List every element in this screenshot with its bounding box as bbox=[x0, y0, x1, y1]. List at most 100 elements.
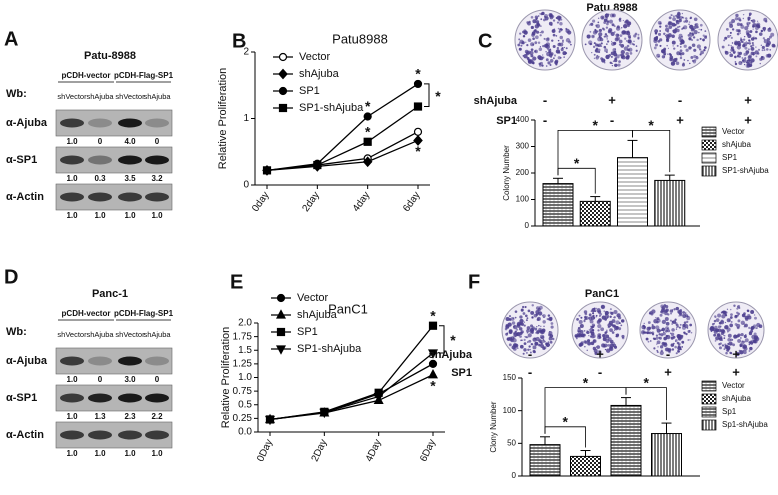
colony bbox=[683, 44, 687, 48]
legend-marker bbox=[276, 345, 286, 355]
colony bbox=[600, 304, 606, 310]
colony bbox=[506, 338, 508, 340]
colony bbox=[748, 59, 751, 62]
condition-label: SP1 bbox=[451, 367, 472, 379]
colony bbox=[550, 49, 552, 51]
blot-row-label: α-Ajuba bbox=[6, 117, 48, 129]
colony bbox=[755, 46, 757, 48]
colony bbox=[584, 43, 587, 46]
colony bbox=[655, 334, 659, 337]
blot-band bbox=[88, 393, 112, 403]
y-tick-label: 100 bbox=[503, 406, 517, 415]
legend-marker bbox=[278, 103, 288, 113]
colony bbox=[690, 38, 694, 42]
colony bbox=[664, 27, 670, 32]
significance: * bbox=[583, 374, 589, 390]
colony bbox=[658, 336, 662, 340]
condition-sign: + bbox=[744, 112, 752, 127]
colony bbox=[633, 43, 635, 46]
colony bbox=[734, 315, 738, 319]
colony bbox=[653, 347, 656, 350]
colony bbox=[510, 317, 515, 321]
colony bbox=[663, 342, 668, 346]
colony bbox=[598, 36, 601, 39]
colony bbox=[557, 42, 561, 47]
colony bbox=[659, 350, 664, 356]
y-tick-label: 1 bbox=[243, 113, 249, 124]
colony bbox=[734, 17, 739, 21]
significance: * bbox=[415, 143, 421, 159]
colony bbox=[736, 311, 739, 315]
colony bbox=[590, 326, 593, 329]
colony bbox=[753, 314, 756, 316]
bar bbox=[651, 433, 682, 477]
colony bbox=[506, 332, 509, 335]
colony bbox=[595, 346, 598, 348]
colony bbox=[748, 331, 751, 334]
blot-band bbox=[88, 118, 112, 128]
colony bbox=[597, 17, 600, 19]
colony bbox=[756, 52, 760, 55]
y-tick-label: 100 bbox=[516, 195, 530, 204]
colony bbox=[525, 51, 530, 56]
colony bbox=[542, 314, 544, 317]
colony bbox=[597, 50, 601, 54]
colony bbox=[620, 43, 625, 48]
blot-row-label: α-Actin bbox=[6, 429, 44, 441]
blot-band bbox=[88, 356, 112, 366]
colony bbox=[602, 28, 606, 31]
band-quant: 1.0 bbox=[151, 449, 163, 458]
colony bbox=[675, 352, 678, 355]
significance: * bbox=[644, 374, 650, 390]
colony bbox=[729, 338, 733, 342]
colony bbox=[760, 56, 765, 61]
colony bbox=[672, 58, 677, 63]
significance: * bbox=[365, 123, 371, 139]
blot-title: Panc-1 bbox=[92, 288, 128, 300]
colony bbox=[681, 36, 683, 38]
colony bbox=[689, 330, 691, 332]
colony bbox=[660, 304, 664, 308]
colony bbox=[605, 348, 611, 353]
blot-band bbox=[145, 393, 169, 403]
colony bbox=[603, 343, 608, 348]
colony bbox=[748, 39, 751, 42]
panel-letter: D bbox=[4, 266, 18, 288]
colony bbox=[687, 33, 691, 37]
colony bbox=[742, 17, 745, 20]
colony bbox=[664, 35, 667, 37]
colony bbox=[618, 17, 622, 21]
colony bbox=[625, 40, 628, 42]
colony bbox=[754, 336, 759, 340]
legend-label: shAjuba bbox=[722, 394, 751, 403]
legend-label: Sp1-shAjuba bbox=[722, 420, 768, 429]
colony bbox=[545, 37, 550, 42]
colony bbox=[737, 319, 741, 323]
wb-label: Wb: bbox=[6, 326, 27, 338]
colony bbox=[715, 336, 720, 341]
colony bbox=[629, 21, 631, 23]
colony bbox=[611, 32, 613, 34]
colony bbox=[644, 331, 647, 334]
colony bbox=[715, 318, 720, 322]
colony bbox=[653, 319, 658, 324]
colony bbox=[602, 334, 606, 338]
colony bbox=[551, 61, 553, 63]
colony bbox=[733, 304, 736, 307]
bar bbox=[610, 404, 642, 477]
legend-label: SP1 bbox=[722, 153, 738, 162]
colony bbox=[752, 25, 755, 28]
band-quant: 1.0 bbox=[124, 211, 136, 220]
colony bbox=[747, 55, 752, 60]
colony bbox=[693, 25, 697, 30]
bracket bbox=[424, 83, 430, 108]
colony bbox=[547, 341, 550, 344]
colony bbox=[530, 16, 534, 19]
condition-sign: + bbox=[596, 346, 604, 361]
blot-band bbox=[60, 393, 84, 403]
y-tick-label: 2 bbox=[243, 47, 249, 58]
colony bbox=[519, 322, 523, 326]
blot-row-label: α-Ajuba bbox=[6, 355, 48, 367]
colony bbox=[733, 334, 738, 339]
colony bbox=[550, 325, 554, 329]
